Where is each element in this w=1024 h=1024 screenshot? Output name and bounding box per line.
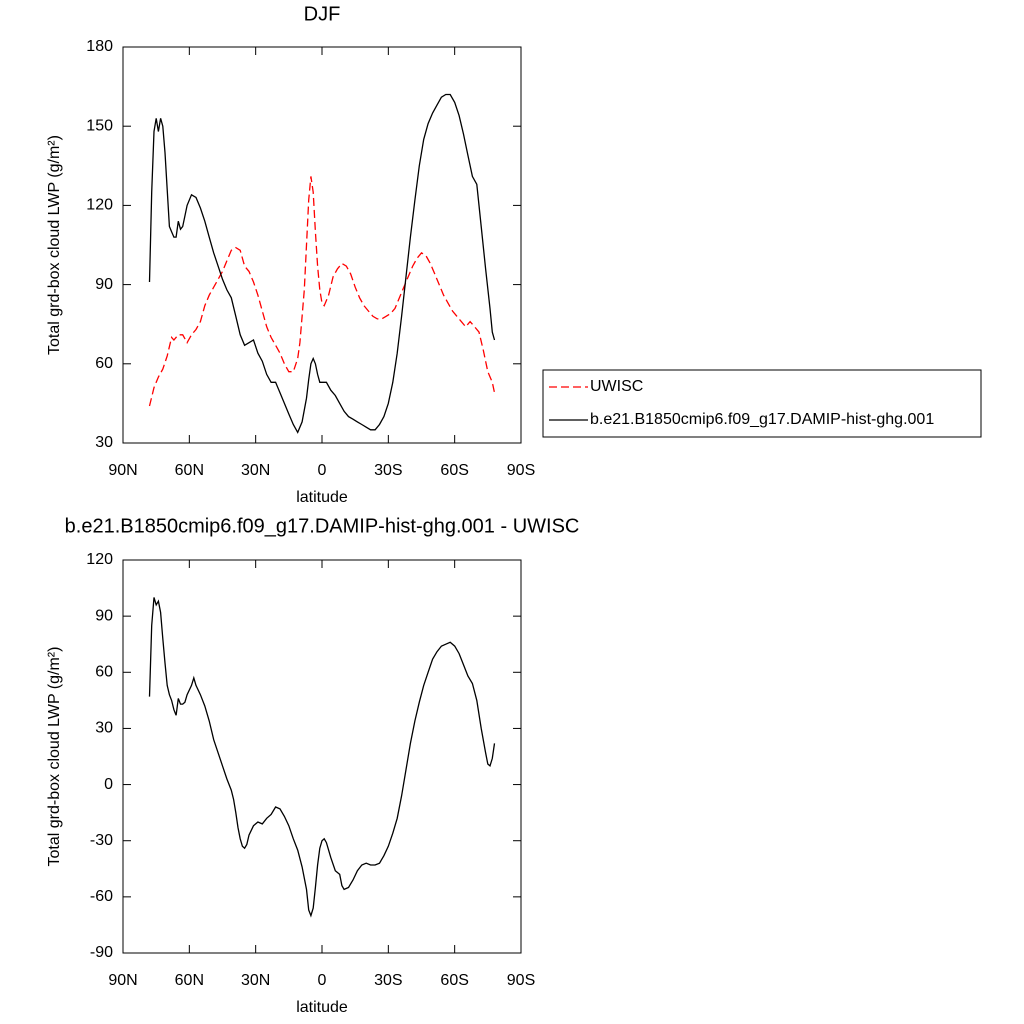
y-axis-label: Total grd-box cloud LWP (g/m²) — [46, 135, 63, 355]
x-tick-label: 0 — [318, 462, 327, 479]
x-axis-label: latitude — [296, 999, 348, 1016]
x-tick-label: 30N — [241, 972, 270, 989]
y-tick-label: 180 — [86, 38, 113, 55]
y-tick-label: 60 — [95, 355, 113, 372]
x-tick-label: 90S — [507, 462, 535, 479]
y-tick-label: 120 — [86, 197, 113, 214]
y-tick-label: 30 — [95, 720, 113, 737]
y-tick-label: 30 — [95, 434, 113, 451]
x-tick-label: 60S — [440, 972, 468, 989]
legend-box — [542, 369, 982, 438]
y-tick-label: 120 — [86, 551, 113, 568]
chart-title: DJF — [304, 3, 341, 25]
legend-label: b.e21.B1850cmip6.f09_g17.DAMIP-hist-ghg.… — [590, 411, 934, 428]
y-tick-label: 0 — [104, 776, 113, 793]
y-tick-label: -30 — [90, 832, 113, 849]
plot-frame — [122, 46, 522, 444]
plot-frame — [122, 559, 522, 954]
x-tick-label: 90N — [108, 972, 137, 989]
x-tick-label: 60N — [175, 462, 204, 479]
data-line — [148, 93, 496, 434]
x-tick-label: 30S — [374, 972, 402, 989]
x-tick-label: 30N — [241, 462, 270, 479]
x-tick-label: 90N — [108, 462, 137, 479]
chart-title: b.e21.B1850cmip6.f09_g17.DAMIP-hist-ghg.… — [65, 515, 580, 537]
x-axis-label: latitude — [296, 489, 348, 506]
data-line — [148, 597, 496, 918]
y-tick-label: 90 — [95, 607, 113, 624]
y-axis-label: Total grd-box cloud LWP (g/m²) — [46, 647, 63, 867]
y-tick-label: 90 — [95, 276, 113, 293]
y-tick-label: -90 — [90, 944, 113, 961]
x-tick-label: 90S — [507, 972, 535, 989]
x-tick-label: 0 — [318, 972, 327, 989]
y-tick-label: 150 — [86, 117, 113, 134]
data-line — [148, 176, 496, 407]
legend-label: UWISC — [590, 378, 643, 395]
y-tick-label: 60 — [95, 664, 113, 681]
x-tick-label: 30S — [374, 462, 402, 479]
x-tick-label: 60S — [440, 462, 468, 479]
y-tick-label: -60 — [90, 888, 113, 905]
x-tick-label: 60N — [175, 972, 204, 989]
